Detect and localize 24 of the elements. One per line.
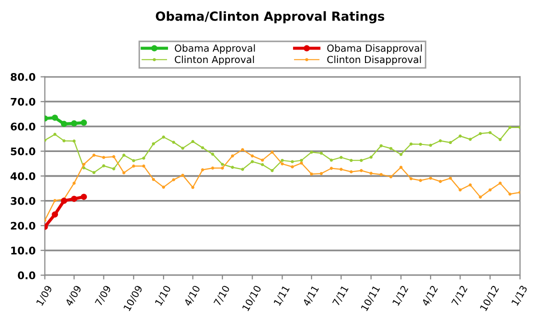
point [60, 120, 68, 128]
point [70, 196, 78, 202]
line-series [44, 148, 520, 222]
y-tick-label: 80.0 [10, 73, 36, 81]
y-tick-label: 10.0 [11, 246, 36, 255]
y-tick-label: 70.0 [10, 98, 36, 106]
y-tick-label: 50.0 [10, 147, 36, 156]
line-series [44, 126, 520, 174]
y-tick-label: 20.0 [10, 222, 36, 230]
legend-label: Obama Approval [174, 44, 255, 54]
point [70, 120, 78, 127]
legend-label: Obama Disapproval [327, 44, 422, 54]
y-tick-label: 0.0 [18, 271, 36, 280]
point [80, 120, 87, 126]
point [80, 194, 87, 200]
legend-label: Clinton Approval [174, 56, 254, 66]
y-tick-label: 60.0 [10, 122, 36, 131]
chart-title: Obama/Clinton Approval Ratings [156, 11, 384, 24]
point [60, 198, 68, 204]
point [52, 114, 58, 121]
point [52, 211, 58, 218]
y-tick-label: 40.0 [10, 172, 36, 180]
y-tick-label: 30.0 [10, 197, 36, 205]
legend-label: Clinton Disapproval [327, 56, 421, 66]
